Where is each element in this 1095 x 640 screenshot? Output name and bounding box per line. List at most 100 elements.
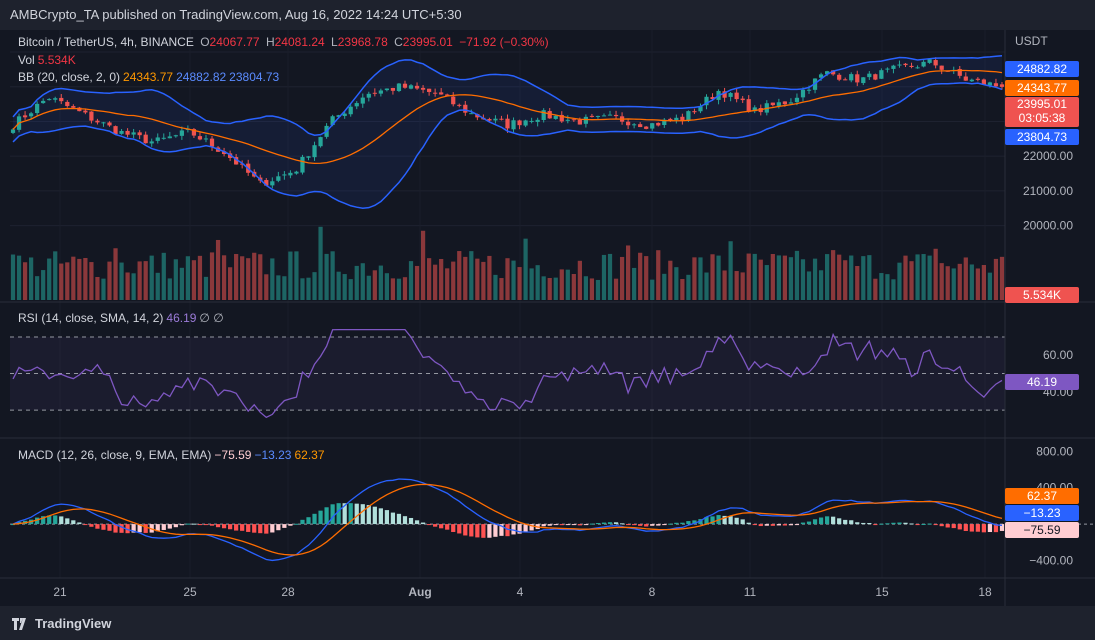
macd-hist-bar bbox=[740, 519, 745, 525]
candle-body bbox=[457, 104, 462, 106]
volume-bar bbox=[963, 257, 968, 300]
volume-bar bbox=[613, 278, 619, 300]
macd-hist-bar bbox=[529, 524, 534, 531]
volume-bar bbox=[276, 275, 281, 300]
macd-hist-bar bbox=[354, 503, 359, 525]
macd-hist-bar bbox=[511, 524, 516, 535]
macd-hist-bar bbox=[583, 524, 589, 526]
macd-hist-bar bbox=[607, 522, 613, 525]
macd-hist-bar bbox=[921, 523, 926, 525]
macd-hist-bar bbox=[837, 518, 842, 525]
macd-hist-bar bbox=[619, 523, 625, 525]
macd-hist-bar bbox=[638, 524, 643, 526]
macd-hist-bar bbox=[402, 516, 408, 525]
volume-bar bbox=[662, 273, 667, 300]
candle-body bbox=[517, 120, 522, 126]
publisher-text: AMBCrypto_TA published on TradingView.co… bbox=[10, 7, 462, 22]
macd-hist-bar bbox=[812, 519, 818, 525]
macd-hist-bar bbox=[131, 524, 136, 533]
volume-bar bbox=[457, 251, 462, 300]
volume-bar bbox=[752, 253, 757, 300]
change-value: −71.92 (−0.30%) bbox=[459, 35, 549, 49]
volume-bar bbox=[644, 256, 649, 300]
bollinger-fill bbox=[13, 55, 1002, 209]
macd-hist-bar bbox=[384, 510, 390, 525]
candle-body bbox=[674, 117, 679, 121]
macd-hist-bar bbox=[390, 512, 396, 525]
time-tick-label: 28 bbox=[281, 585, 295, 599]
candle-body bbox=[861, 77, 866, 84]
candle-body bbox=[306, 156, 311, 158]
candle-body bbox=[939, 65, 944, 70]
candle-body bbox=[451, 96, 456, 105]
candle-body bbox=[704, 96, 709, 106]
volume-bar bbox=[191, 260, 197, 300]
volume-bar bbox=[300, 278, 305, 300]
macd-hist-bar bbox=[113, 524, 118, 533]
volume-bar bbox=[553, 277, 558, 300]
volume-bar bbox=[221, 255, 227, 300]
macd-hist-bar bbox=[933, 524, 938, 526]
volume-bar bbox=[306, 277, 311, 300]
badge-timer: 03:05:38 bbox=[1018, 111, 1066, 125]
candle-body bbox=[83, 110, 88, 113]
candle-body bbox=[879, 70, 884, 79]
macd-hist-bar bbox=[843, 519, 848, 525]
tradingview-logo[interactable]: TradingView bbox=[12, 616, 111, 631]
volume-bar bbox=[722, 270, 727, 300]
candle-body bbox=[445, 94, 450, 96]
candle-body bbox=[420, 87, 426, 90]
candle-body bbox=[692, 111, 697, 113]
candle-body bbox=[270, 181, 275, 186]
volume-bar bbox=[915, 254, 920, 300]
volume-bar bbox=[77, 258, 82, 300]
volume-bar bbox=[487, 255, 492, 300]
macd-hist-bar bbox=[861, 522, 866, 525]
candle-body bbox=[957, 69, 962, 76]
macd-hist-bar bbox=[662, 524, 667, 526]
volume-bar bbox=[71, 256, 76, 300]
volume-bar bbox=[469, 251, 474, 300]
candle-body bbox=[426, 88, 432, 92]
volume-bar bbox=[47, 258, 52, 300]
candle-body bbox=[227, 153, 233, 158]
candle-body bbox=[125, 130, 130, 135]
candle-body bbox=[752, 107, 757, 112]
volume-bar bbox=[65, 262, 70, 300]
macd-hist-bar bbox=[426, 524, 432, 526]
candle-body bbox=[831, 70, 836, 75]
macd-hist-bar bbox=[433, 524, 438, 527]
macd-hist-bar bbox=[927, 523, 932, 525]
volume-bar bbox=[125, 272, 130, 300]
candle-body bbox=[903, 63, 908, 66]
volume-bar bbox=[728, 241, 733, 300]
candle-body bbox=[378, 90, 383, 94]
macd-hist-bar bbox=[378, 508, 383, 525]
volume-bar bbox=[698, 257, 703, 300]
macd-hist-bar bbox=[475, 524, 480, 538]
macd-hist-bar bbox=[674, 522, 679, 525]
badge-rsi: 46.19 bbox=[1005, 374, 1079, 390]
price-tick-label: 22000.00 bbox=[1023, 149, 1073, 163]
candle-body bbox=[300, 156, 305, 173]
brand-name: TradingView bbox=[35, 616, 112, 631]
macd-hist-bar bbox=[903, 522, 908, 525]
volume-bar bbox=[396, 278, 402, 300]
candle-body bbox=[149, 141, 154, 144]
candle-body bbox=[390, 87, 396, 91]
volume-bar bbox=[831, 250, 836, 300]
high-label: H bbox=[265, 35, 275, 49]
candle-body bbox=[963, 76, 968, 81]
volume-bar bbox=[746, 253, 751, 300]
volume-bar bbox=[143, 261, 148, 300]
volume-bar bbox=[710, 254, 715, 300]
bb-upper-line bbox=[12, 54, 1003, 136]
macd-hist-bar bbox=[849, 520, 854, 525]
macd-hist-bar bbox=[270, 524, 275, 533]
macd-hist-bar bbox=[288, 524, 293, 526]
volume-bar bbox=[939, 263, 944, 300]
volume-bar bbox=[812, 258, 818, 300]
macd-hist-bar bbox=[764, 524, 769, 526]
symbol-name: Bitcoin / TetherUS, 4h, BINANCE bbox=[18, 35, 194, 49]
